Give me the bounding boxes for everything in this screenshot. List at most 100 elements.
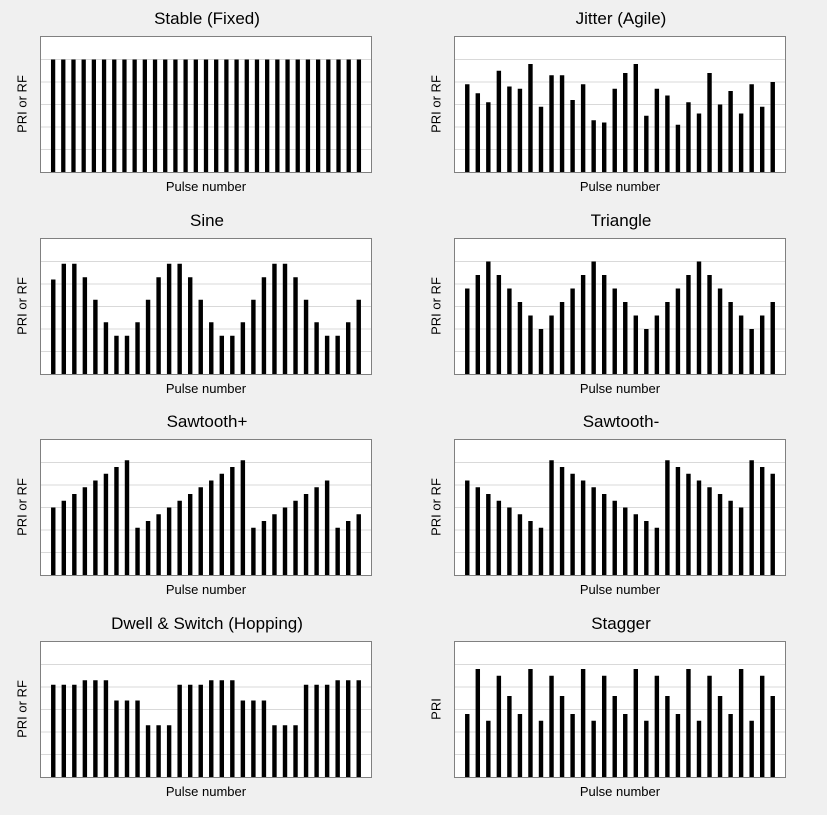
bar: [759, 467, 765, 575]
bar: [601, 494, 607, 575]
bar: [549, 315, 554, 374]
bar: [142, 59, 147, 172]
bar: [486, 720, 491, 777]
bar: [93, 299, 98, 374]
bar: [580, 480, 586, 575]
bar: [187, 494, 193, 575]
bar: [665, 696, 670, 777]
bar: [61, 59, 66, 172]
bar: [644, 329, 649, 374]
bar: [219, 473, 225, 575]
bar: [261, 700, 267, 777]
bar: [654, 315, 660, 374]
bar: [528, 669, 533, 777]
bar: [166, 725, 172, 777]
y-axis-label: PRI or RF: [14, 75, 30, 133]
bar: [580, 84, 586, 172]
bar: [345, 680, 351, 777]
bar: [633, 315, 639, 374]
bar: [103, 322, 109, 374]
bar: [559, 302, 565, 374]
bar: [591, 261, 596, 374]
bar: [326, 59, 331, 172]
bar: [728, 714, 733, 777]
bar: [601, 122, 607, 172]
bar: [282, 263, 288, 374]
bar: [156, 725, 161, 777]
bar: [475, 93, 481, 172]
chart-panel-sawtooth-minus: Sawtooth- Pulse number PRI or RF: [414, 403, 827, 605]
bar: [254, 59, 260, 172]
chart-title: Jitter (Agile): [575, 9, 667, 28]
bar: [152, 59, 158, 172]
bar: [675, 124, 681, 172]
bar: [475, 275, 481, 374]
bar: [549, 460, 554, 575]
bar: [81, 59, 86, 172]
bar: [665, 95, 670, 172]
bar: [738, 113, 744, 172]
bar: [124, 700, 130, 777]
x-axis-label: Pulse number: [165, 179, 247, 194]
plot-area: [454, 36, 786, 173]
bar: [72, 494, 77, 575]
bar: [696, 720, 702, 777]
bar: [61, 500, 67, 575]
bar: [665, 302, 670, 374]
bar: [103, 680, 109, 777]
bar: [72, 263, 77, 374]
chart-title: Stable (Fixed): [154, 9, 260, 28]
bar: [675, 467, 681, 575]
bar: [251, 527, 256, 575]
bar: [717, 288, 723, 374]
chart-panel-triangle: Triangle Pulse number PRI or RF: [414, 202, 827, 404]
bar: [61, 263, 67, 374]
bar: [580, 275, 586, 374]
plot-area: [454, 238, 786, 375]
bar: [496, 275, 502, 374]
bar: [282, 507, 288, 575]
bar: [675, 288, 681, 374]
bar: [707, 487, 712, 575]
bar: [82, 487, 88, 575]
bar: [612, 88, 617, 172]
bar-chart-svg: [455, 460, 785, 575]
plot-area: [40, 439, 372, 576]
bar: [335, 527, 340, 575]
bar: [717, 696, 723, 777]
bar: [72, 684, 77, 777]
bar: [198, 487, 203, 575]
bar: [612, 500, 617, 575]
bar: [209, 680, 214, 777]
bar: [132, 59, 137, 172]
bar: [749, 329, 754, 374]
bar: [282, 725, 288, 777]
bar: [173, 59, 178, 172]
bar: [496, 675, 502, 777]
x-axis-label: Pulse number: [165, 582, 247, 597]
bar: [135, 322, 140, 374]
bar: [261, 521, 267, 575]
bar: [93, 680, 98, 777]
bar: [198, 299, 203, 374]
bar: [707, 73, 712, 172]
bar: [166, 263, 172, 374]
bar: [265, 59, 270, 172]
y-axis-label: PRI or RF: [14, 277, 30, 335]
bar: [538, 329, 544, 374]
bar: [272, 263, 277, 374]
bar-chart-svg: [455, 664, 785, 777]
bar: [633, 514, 639, 575]
bar: [293, 725, 298, 777]
bar: [230, 467, 235, 575]
plot-area: [40, 641, 372, 778]
bar: [623, 714, 628, 777]
bar: [675, 714, 681, 777]
bar-chart-svg: [41, 261, 371, 374]
bar: [234, 59, 239, 172]
bar: [103, 473, 109, 575]
bar: [570, 473, 575, 575]
bar: [251, 299, 256, 374]
bar: [145, 521, 151, 575]
bar: [496, 70, 502, 172]
